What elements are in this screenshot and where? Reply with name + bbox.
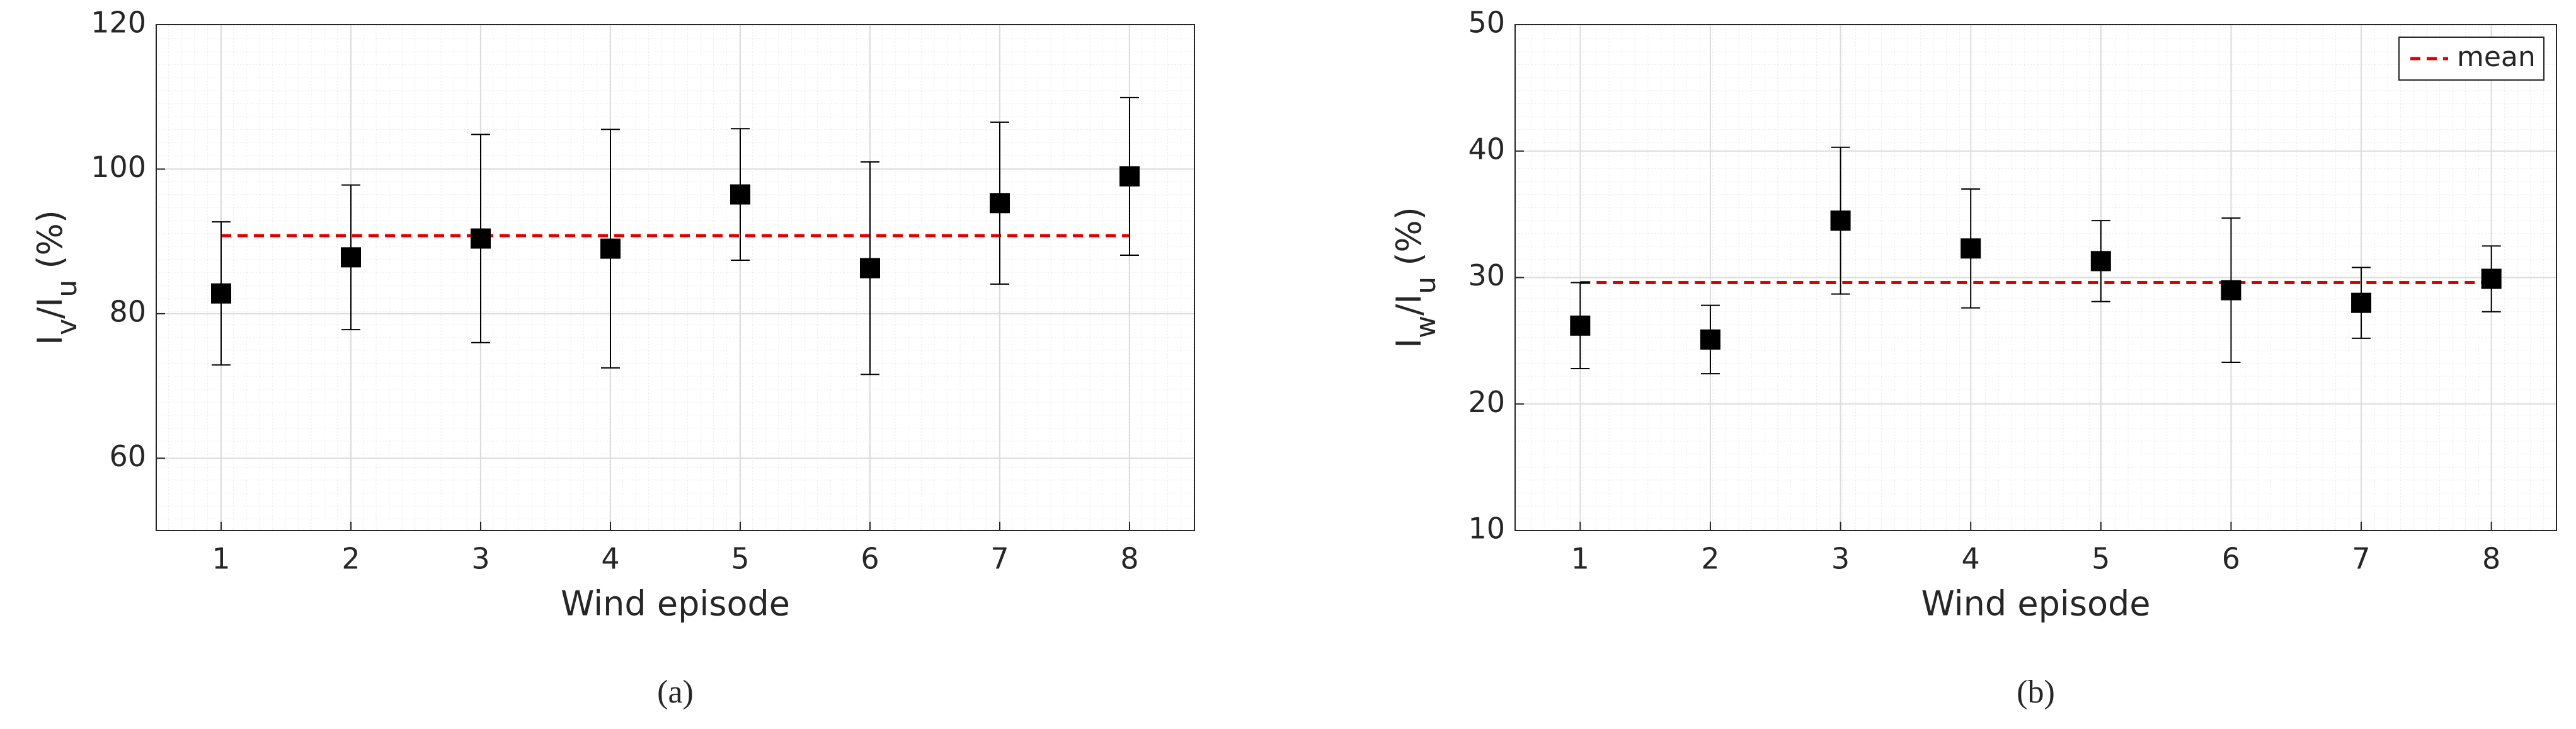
y-tick-label: 10 — [1468, 512, 1505, 546]
y-label-part: u — [51, 280, 83, 297]
x-tick-label: 4 — [1962, 542, 1980, 576]
marker — [860, 258, 880, 278]
x-tick-label: 5 — [731, 542, 749, 576]
x-axis-label: Wind episode — [1921, 584, 2150, 624]
x-tick-label: 3 — [471, 542, 489, 576]
marker — [990, 193, 1010, 214]
y-tick-label: 50 — [1468, 6, 1505, 40]
y-tick-label: 120 — [91, 6, 146, 40]
x-tick-label: 6 — [861, 542, 879, 576]
x-tick-label: 5 — [2092, 542, 2110, 576]
x-tick-label: 4 — [601, 542, 619, 576]
y-tick-label: 20 — [1468, 385, 1505, 419]
caption: (b) — [2017, 674, 2055, 710]
x-tick-label: 3 — [1831, 542, 1850, 576]
y-label-part: /I — [1389, 294, 1429, 316]
x-tick-label: 8 — [2482, 542, 2500, 576]
marker — [211, 283, 231, 304]
x-tick-label: 1 — [1571, 542, 1589, 576]
y-tick-label: 30 — [1468, 258, 1505, 292]
y-label-part: I — [1389, 338, 1429, 348]
y-label-part: /I — [30, 297, 70, 319]
axes-frame — [1514, 24, 2557, 531]
x-tick-label: 7 — [990, 542, 1009, 576]
legend-box — [2398, 37, 2545, 81]
y-label-part: (%) — [1389, 207, 1429, 277]
marker — [1700, 329, 1720, 350]
marker — [2351, 292, 2372, 313]
y-label-part: w — [1410, 316, 1442, 338]
x-axis-label: Wind episode — [561, 584, 790, 624]
marker — [730, 184, 750, 205]
x-tick-label: 2 — [1701, 542, 1719, 576]
y-tick-label: 40 — [1468, 132, 1505, 166]
marker — [2481, 268, 2502, 289]
x-tick-label: 7 — [2352, 542, 2370, 576]
y-axis-label: Iv/Iu (%) — [30, 210, 83, 345]
marker — [1830, 210, 1851, 231]
marker — [2221, 280, 2241, 301]
caption: (a) — [657, 674, 694, 710]
y-axis-label: Iw/Iu (%) — [1389, 207, 1442, 348]
x-tick-label: 8 — [1120, 542, 1138, 576]
y-label-part: u — [1410, 277, 1442, 294]
marker — [1961, 238, 1981, 259]
axes-frame — [156, 24, 1195, 531]
marker — [341, 247, 361, 268]
legend-label: mean — [2457, 41, 2536, 73]
marker — [1570, 315, 1591, 336]
x-tick-label: 1 — [212, 542, 230, 576]
marker — [2090, 251, 2111, 272]
y-label-part: I — [30, 335, 70, 345]
marker — [471, 228, 491, 249]
y-label-part: (%) — [30, 210, 70, 280]
marker — [600, 238, 621, 259]
y-tick-label: 100 — [91, 150, 146, 184]
marker — [1119, 166, 1140, 187]
y-tick-label: 80 — [109, 294, 146, 328]
minor-grid — [156, 25, 1194, 531]
y-label-part: v — [51, 319, 83, 335]
x-tick-label: 6 — [2222, 542, 2240, 576]
x-tick-label: 2 — [341, 542, 360, 576]
y-tick-label: 60 — [109, 439, 146, 473]
